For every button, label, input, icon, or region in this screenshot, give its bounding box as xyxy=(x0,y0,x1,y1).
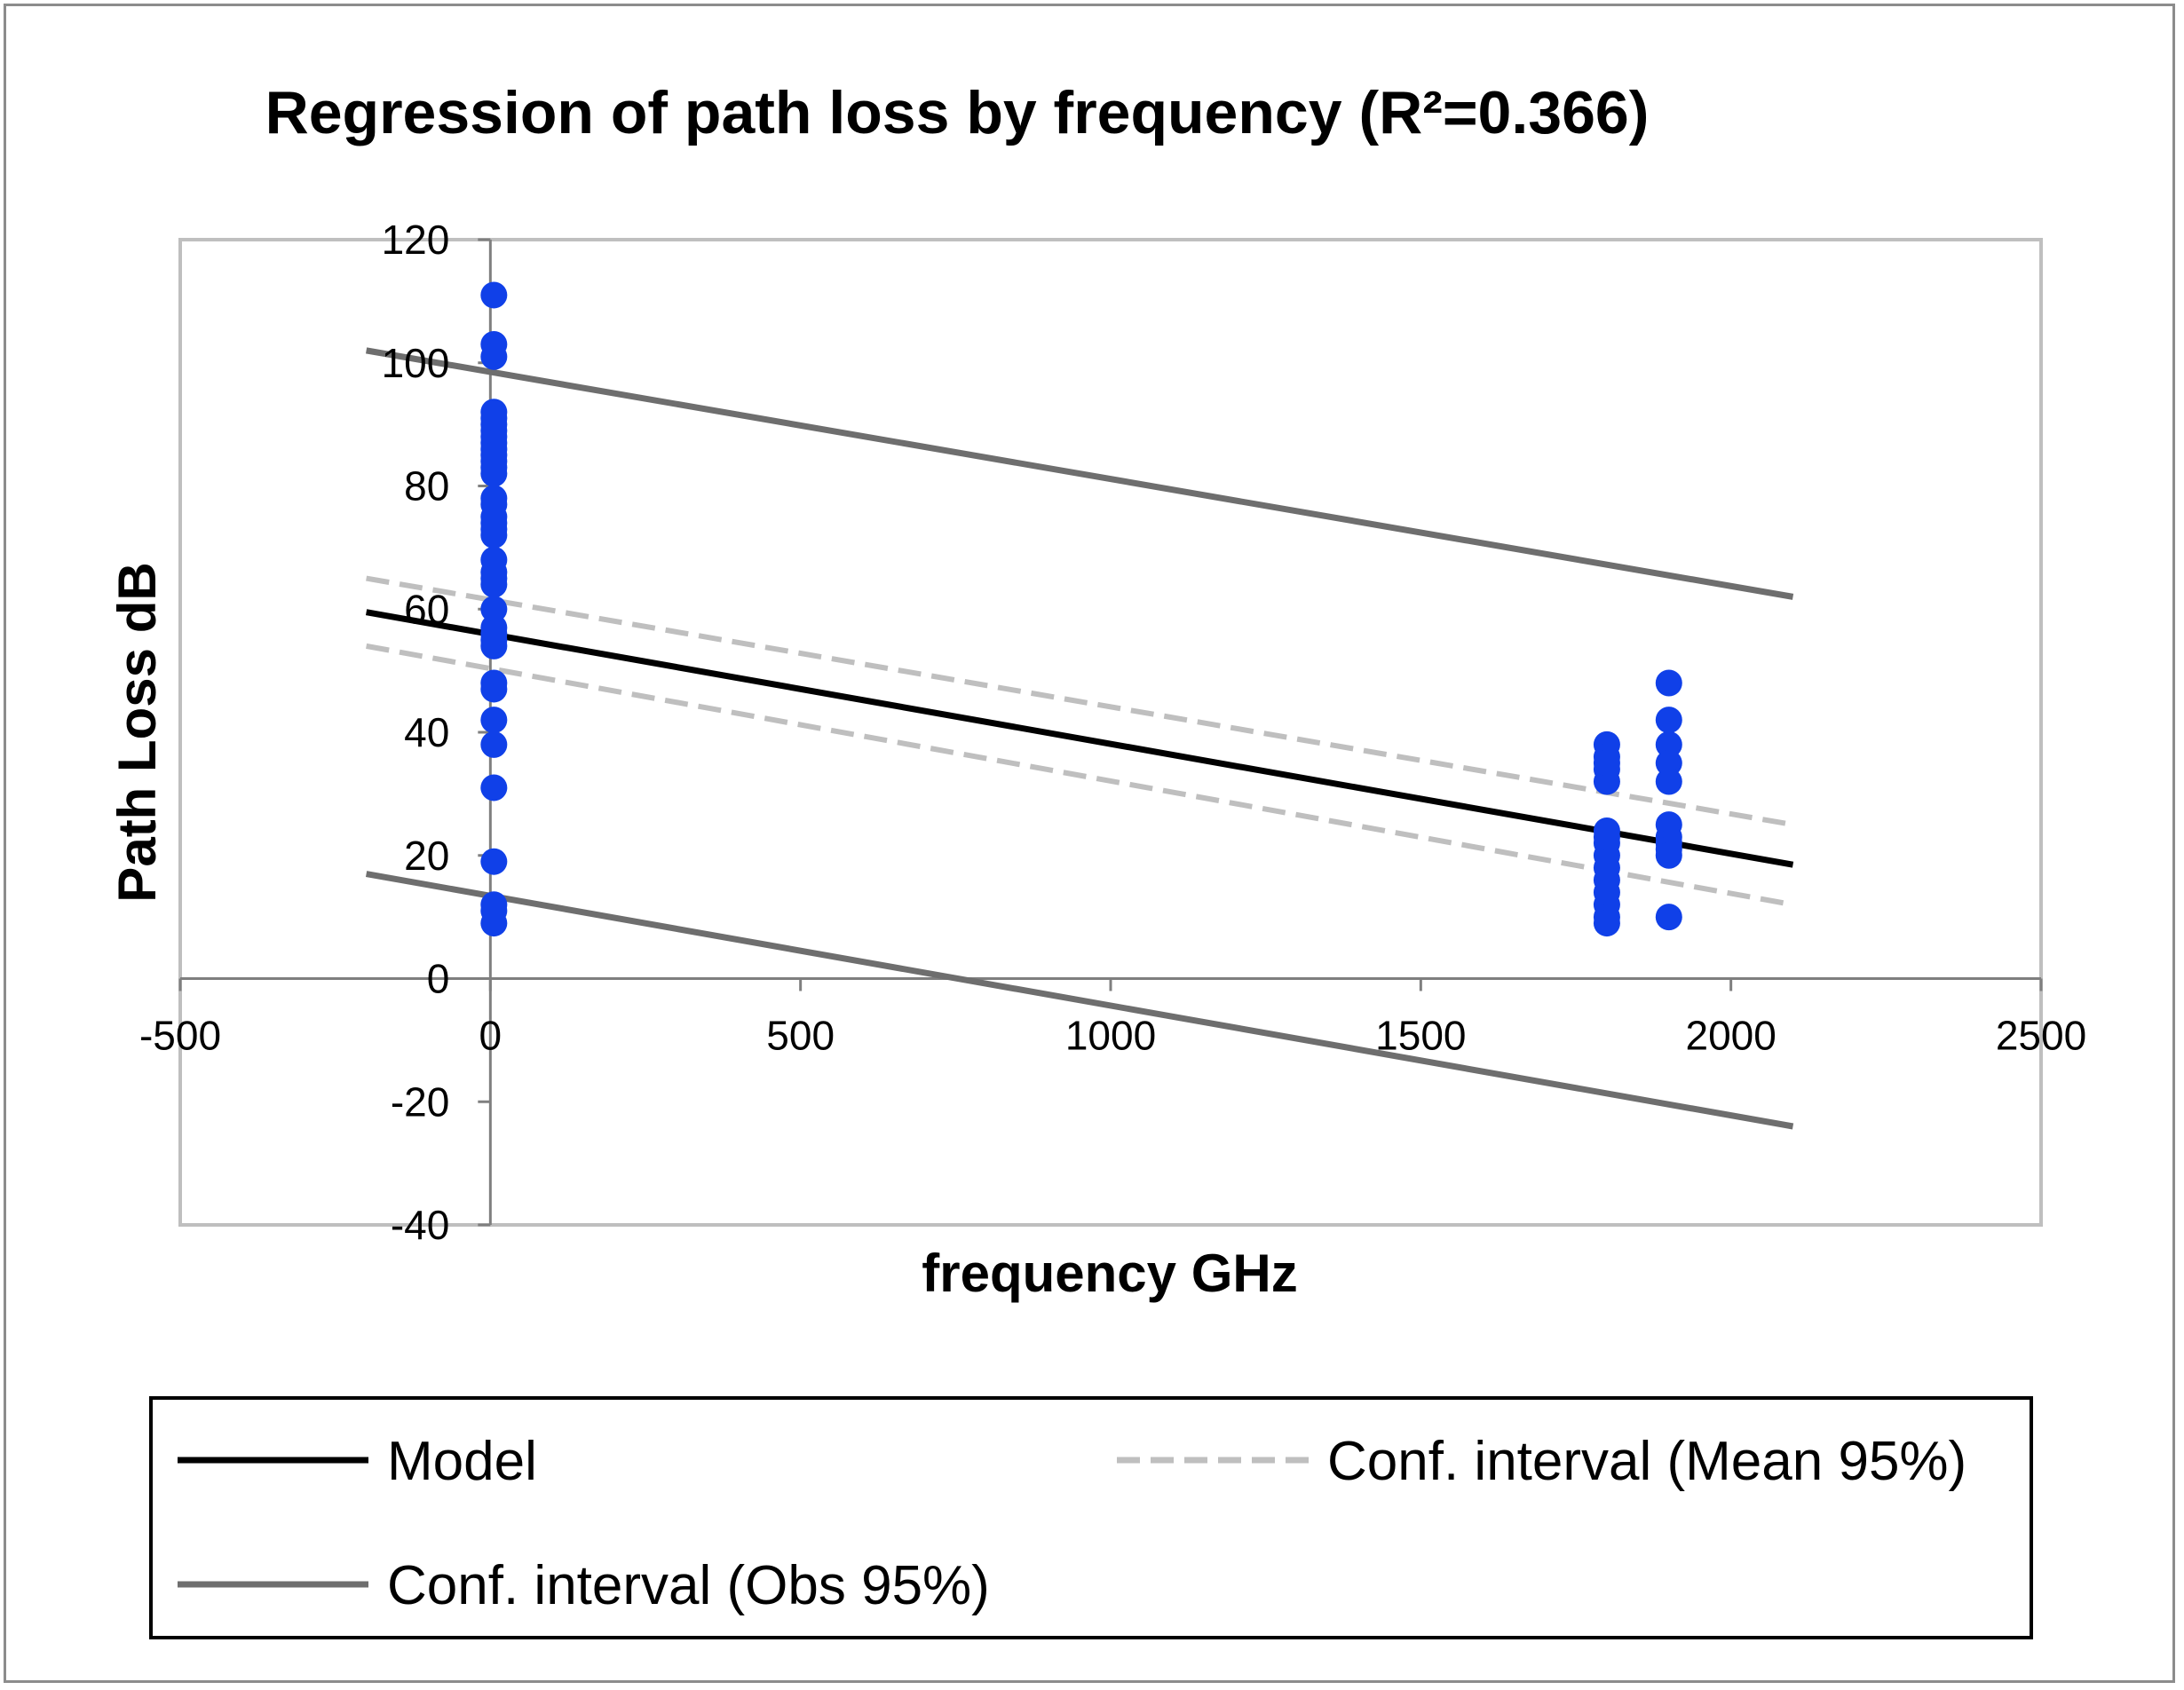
data-point xyxy=(1655,841,1682,869)
x-tick-label: 2000 xyxy=(1685,1013,1776,1059)
y-tick-label: 40 xyxy=(404,709,449,755)
data-point xyxy=(480,774,508,802)
series-line-3 xyxy=(366,347,1794,600)
data-point xyxy=(1655,707,1682,734)
legend-label-model: Model xyxy=(387,1431,537,1492)
y-tick-label: -20 xyxy=(391,1078,449,1125)
y-tick-label: 80 xyxy=(404,463,449,509)
data-point xyxy=(480,596,508,623)
data-point xyxy=(1655,730,1682,758)
data-point xyxy=(480,491,508,518)
data-point xyxy=(1655,749,1682,777)
x-tick-label: 0 xyxy=(479,1013,502,1059)
y-tick-label: 120 xyxy=(382,217,450,263)
data-point xyxy=(480,509,508,537)
data-point xyxy=(1655,768,1682,795)
y-tick-label: 60 xyxy=(404,586,449,632)
legend-label-mean-ci: Conf. interval (Mean 95%) xyxy=(1327,1431,1966,1492)
data-point xyxy=(480,620,508,647)
plot-area xyxy=(178,238,2043,1227)
data-point xyxy=(480,669,508,697)
data-point xyxy=(480,730,508,758)
points-layer xyxy=(480,281,1682,937)
data-point xyxy=(480,565,508,592)
y-tick-label: -40 xyxy=(391,1202,449,1248)
data-point xyxy=(480,897,508,925)
x-tick-label: 1000 xyxy=(1065,1013,1156,1059)
series-line-4 xyxy=(365,871,1794,1130)
series-line-2 xyxy=(366,643,1794,908)
chart-frame xyxy=(4,4,2175,1683)
data-point xyxy=(480,707,508,734)
data-point xyxy=(1593,749,1620,777)
y-tick-label: 100 xyxy=(382,340,450,386)
data-point xyxy=(1655,669,1682,697)
series-line-1 xyxy=(366,575,1794,828)
x-tick-label: 2500 xyxy=(1996,1013,2086,1059)
x-tick-label: 500 xyxy=(766,1013,835,1059)
y-tick-label: 0 xyxy=(427,956,450,1002)
data-point xyxy=(1655,904,1682,931)
data-point xyxy=(480,281,508,309)
data-point xyxy=(480,454,508,481)
y-tick-label: 20 xyxy=(404,833,449,879)
data-point xyxy=(1593,823,1620,850)
x-tick-label: -500 xyxy=(139,1013,221,1059)
series-line-0 xyxy=(365,609,1794,868)
legend: Model Conf. interval (Mean 95%) Conf. in… xyxy=(149,1396,2033,1639)
chart-title: Regression of path loss by frequency (R²… xyxy=(265,79,1650,146)
x-axis-title: frequency GHz xyxy=(922,1244,1297,1303)
legend-box xyxy=(149,1396,2033,1639)
data-point xyxy=(480,848,508,875)
tick-labels: -500 0 500 1000 1500 2000 2500 -40 -20 0 20 40 60 80 1… xyxy=(139,217,2086,1248)
x-tick-label: 1500 xyxy=(1375,1013,1466,1059)
legend-label-obs-ci: Conf. interval (Obs 95%) xyxy=(387,1555,990,1616)
axes-layer xyxy=(178,238,2043,1227)
series-layer xyxy=(365,347,1794,1130)
data-point xyxy=(1593,768,1620,795)
data-point xyxy=(1593,910,1620,937)
data-point xyxy=(480,343,508,370)
y-axis-title: Path Loss dB xyxy=(107,562,167,902)
